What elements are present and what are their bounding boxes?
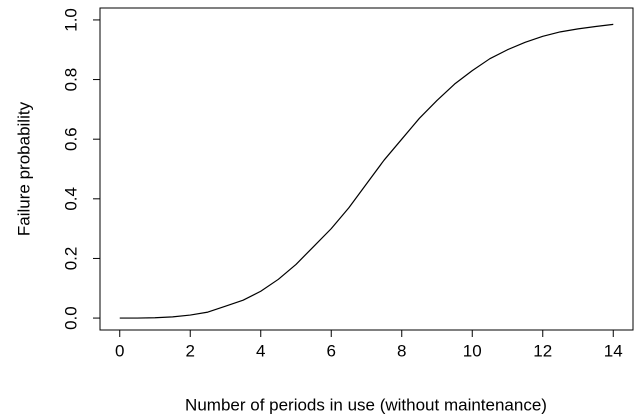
x-tick-label: 6: [327, 341, 336, 360]
y-tick-label: 0.4: [61, 187, 80, 211]
y-axis-label: Failure probability: [14, 101, 33, 236]
x-tick-label: 2: [186, 341, 195, 360]
y-tick-label: 0.2: [61, 247, 80, 271]
y-tick-label: 0.6: [61, 127, 80, 151]
x-tick-label: 12: [533, 341, 552, 360]
x-tick-label: 8: [397, 341, 406, 360]
x-axis-label: Number of periods in use (without mainte…: [185, 395, 547, 414]
x-tick-label: 10: [463, 341, 482, 360]
y-tick-label: 0.0: [61, 306, 80, 330]
x-tick-label: 0: [115, 341, 124, 360]
x-tick-label: 4: [256, 341, 265, 360]
y-tick-label: 0.8: [61, 68, 80, 92]
x-tick-label: 14: [604, 341, 623, 360]
plot-box: [99, 7, 634, 331]
line-series: [119, 23, 614, 319]
y-tick-label: 1.0: [61, 8, 80, 32]
